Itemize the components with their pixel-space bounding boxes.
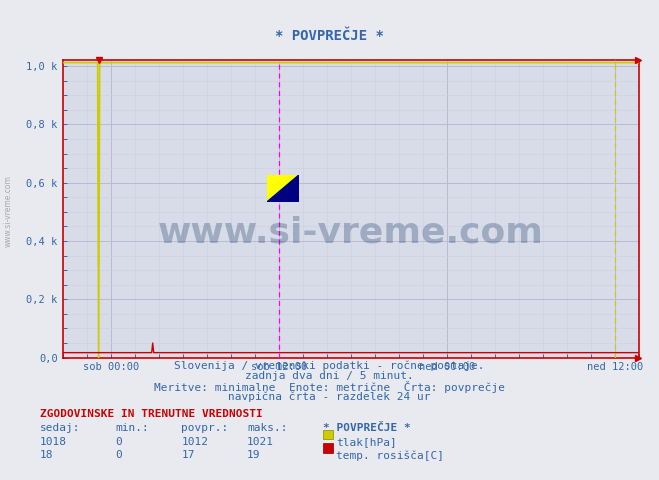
Text: 18: 18 — [40, 450, 53, 460]
Text: zadnja dva dni / 5 minut.: zadnja dva dni / 5 minut. — [245, 371, 414, 381]
Text: navpična črta - razdelek 24 ur: navpična črta - razdelek 24 ur — [228, 391, 431, 402]
Text: * POVPREČJE *: * POVPREČJE * — [323, 423, 411, 433]
Text: temp. rosišča[C]: temp. rosišča[C] — [336, 450, 444, 461]
Text: Meritve: minimalne  Enote: metrične  Črta: povprečje: Meritve: minimalne Enote: metrične Črta:… — [154, 381, 505, 393]
Text: 19: 19 — [247, 450, 260, 460]
Text: 1021: 1021 — [247, 437, 274, 447]
Text: ZGODOVINSKE IN TRENUTNE VREDNOSTI: ZGODOVINSKE IN TRENUTNE VREDNOSTI — [40, 409, 262, 419]
Text: 1012: 1012 — [181, 437, 208, 447]
Text: www.si-vreme.com: www.si-vreme.com — [4, 175, 13, 247]
Text: maks.:: maks.: — [247, 423, 287, 433]
Text: * POVPREČJE *: * POVPREČJE * — [275, 29, 384, 43]
Text: 1018: 1018 — [40, 437, 67, 447]
Text: tlak[hPa]: tlak[hPa] — [336, 437, 397, 447]
Text: min.:: min.: — [115, 423, 149, 433]
Text: Slovenija / vremenski podatki - ročne postaje.: Slovenija / vremenski podatki - ročne po… — [174, 361, 485, 372]
Polygon shape — [267, 175, 299, 202]
Polygon shape — [267, 175, 299, 202]
Text: 0: 0 — [115, 437, 122, 447]
Text: 0: 0 — [115, 450, 122, 460]
Text: www.si-vreme.com: www.si-vreme.com — [158, 216, 544, 250]
Text: 17: 17 — [181, 450, 194, 460]
Polygon shape — [267, 175, 299, 202]
Text: sedaj:: sedaj: — [40, 423, 80, 433]
Text: povpr.:: povpr.: — [181, 423, 229, 433]
